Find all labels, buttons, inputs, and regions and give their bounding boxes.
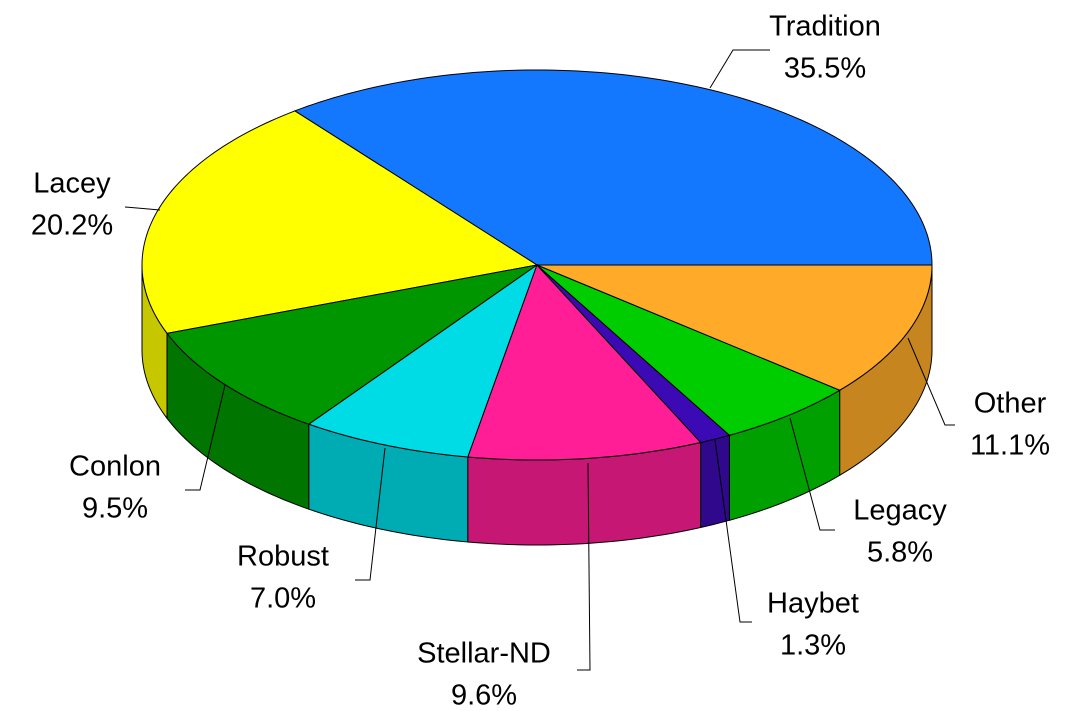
slice xyxy=(536,264,841,436)
slice xyxy=(307,263,539,458)
leader-line xyxy=(907,337,955,426)
leader-line xyxy=(714,439,752,623)
slice xyxy=(141,110,539,334)
leader-line xyxy=(124,206,161,211)
slice-label: Legacy xyxy=(853,495,947,527)
slice-value-label: 9.5% xyxy=(82,493,148,525)
slice-value-label: 20.2% xyxy=(31,210,113,242)
slice-value-label: 7.0% xyxy=(250,583,316,615)
slice-label: Tradition xyxy=(769,11,881,43)
slice-label: Lacey xyxy=(33,168,111,200)
slice-label: Other xyxy=(974,388,1047,420)
leader-line xyxy=(709,49,770,89)
slice-label: Stellar-ND xyxy=(417,638,551,670)
slice-value-label: 35.5% xyxy=(784,53,866,85)
slice-value-label: 5.8% xyxy=(867,537,933,569)
slice xyxy=(467,264,702,461)
slice-label: Haybet xyxy=(767,588,859,620)
slice-label: Conlon xyxy=(69,451,161,483)
leader-line xyxy=(577,462,591,671)
slice xyxy=(536,264,731,444)
slice-value-label: 1.3% xyxy=(780,630,846,662)
leader-line xyxy=(185,384,226,491)
leader-line xyxy=(355,447,386,581)
leader-line xyxy=(789,417,835,531)
slice-value-label: 11.1% xyxy=(970,430,1050,462)
slice-value-label: 9.6% xyxy=(451,680,517,711)
slice xyxy=(536,264,933,391)
slice-label: Robust xyxy=(237,541,329,573)
slice xyxy=(166,264,538,425)
slice xyxy=(293,69,933,266)
